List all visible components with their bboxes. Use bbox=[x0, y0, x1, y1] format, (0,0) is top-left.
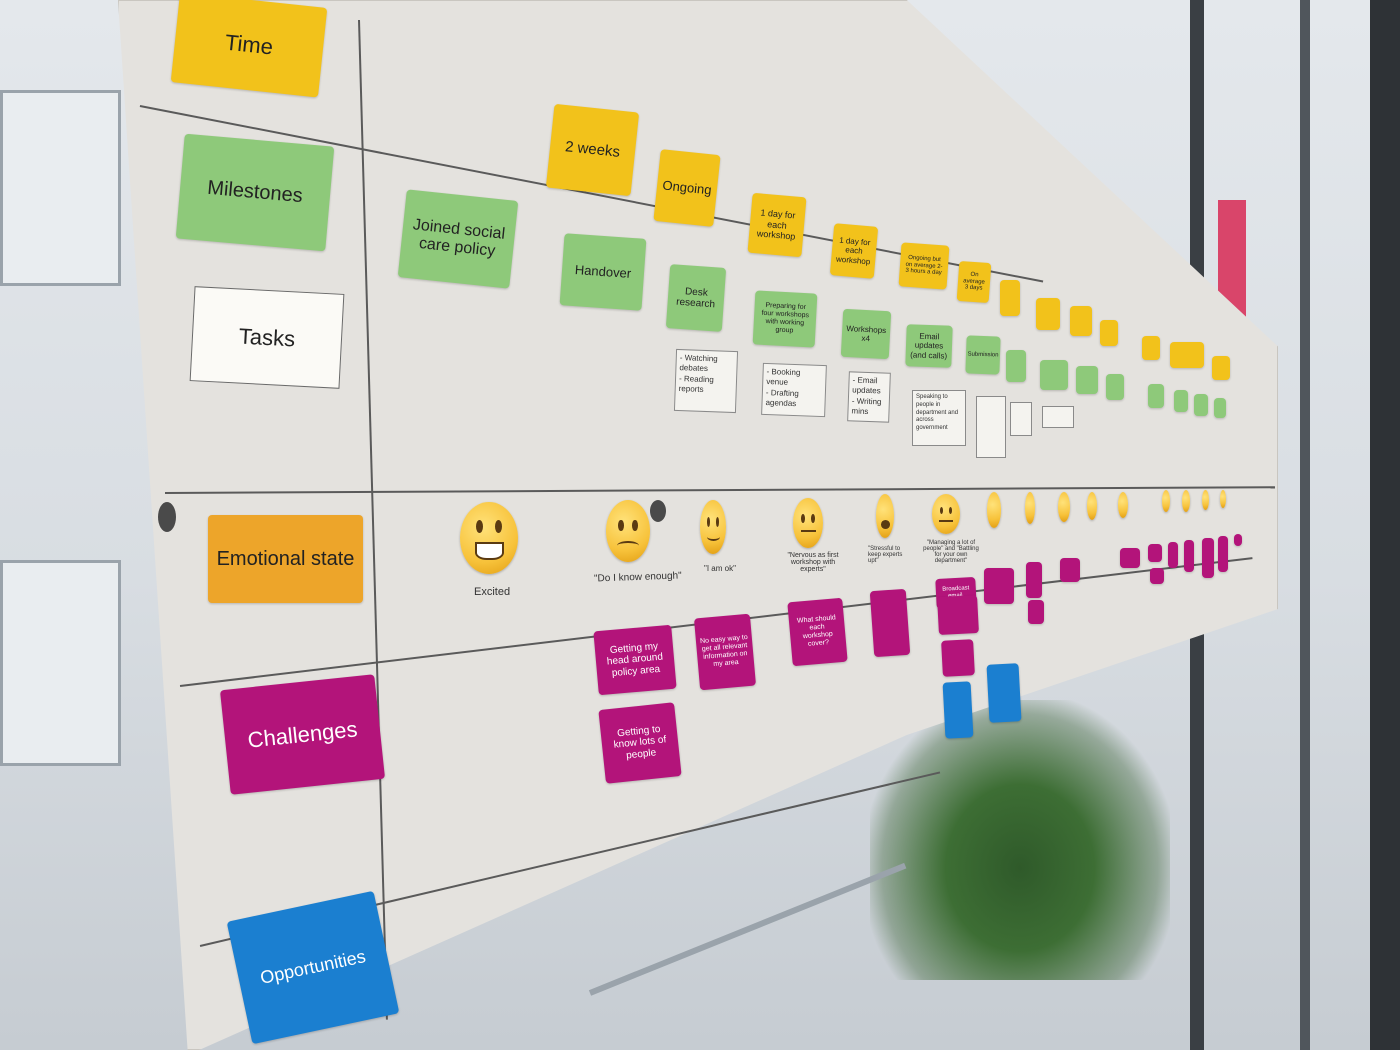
opportunity-note bbox=[986, 663, 1022, 723]
time-note: On average 3 days bbox=[956, 260, 992, 304]
neutral-face-icon bbox=[1087, 492, 1097, 520]
challenge-note bbox=[1184, 540, 1194, 572]
task-detail-card bbox=[1010, 402, 1032, 436]
row-label-emotional-state: Emotional state bbox=[208, 515, 363, 603]
task-note bbox=[1006, 350, 1026, 382]
task-note: Email updates (and calls) bbox=[905, 324, 953, 368]
time-note: 1 day for each workshop bbox=[747, 192, 807, 258]
challenge-note bbox=[1060, 558, 1080, 582]
time-note bbox=[1000, 280, 1020, 316]
challenge-note bbox=[937, 594, 979, 636]
time-note: 2 weeks bbox=[545, 103, 640, 197]
task-detail-card bbox=[1042, 406, 1074, 428]
task-note bbox=[1214, 398, 1226, 418]
time-note bbox=[1170, 342, 1204, 368]
row-label-time: Time bbox=[170, 0, 328, 98]
time-note bbox=[1100, 320, 1118, 346]
task-note: Submission bbox=[965, 335, 1001, 375]
task-detail-card bbox=[976, 396, 1006, 458]
worried-face-icon bbox=[606, 500, 650, 562]
challenge-note: What should each workshop cover? bbox=[787, 597, 848, 667]
emotion-caption: "Managing a lot of people" and "Battling… bbox=[923, 540, 979, 564]
challenge-note bbox=[1218, 536, 1228, 572]
task-note: Workshops x4 bbox=[840, 308, 892, 360]
time-note: Ongoing but on average 2-3 hours a day bbox=[898, 242, 950, 290]
emotion-caption: "Nervous as first workshop with experts" bbox=[787, 552, 839, 573]
challenge-note bbox=[1028, 600, 1044, 624]
neutral-face-icon bbox=[1162, 490, 1170, 512]
neutral-face-icon bbox=[987, 492, 1001, 528]
task-note bbox=[1040, 360, 1068, 390]
neutral-face-icon bbox=[932, 494, 960, 534]
challenge-note bbox=[1202, 538, 1214, 578]
challenge-note: No easy way to get all relevant informat… bbox=[693, 613, 757, 691]
challenge-note: Getting my head around policy area bbox=[593, 624, 677, 696]
row-label-milestones: Milestones bbox=[175, 133, 335, 252]
milestone-note: Handover bbox=[559, 233, 647, 311]
emotion-caption: Excited bbox=[474, 586, 511, 598]
background-panel bbox=[0, 560, 121, 766]
challenge-note bbox=[1234, 534, 1242, 546]
challenge-note bbox=[941, 639, 975, 677]
time-note bbox=[1212, 356, 1230, 380]
tired-face-icon bbox=[876, 494, 894, 538]
challenge-note: Getting to know lots of people bbox=[598, 702, 682, 784]
challenge-note bbox=[984, 568, 1014, 604]
background-panel bbox=[0, 90, 121, 286]
row-label-challenges: Challenges bbox=[219, 674, 386, 795]
time-note bbox=[1070, 306, 1092, 336]
slight-smile-face-icon bbox=[700, 500, 726, 554]
neutral-face-icon bbox=[1118, 492, 1128, 518]
pin-icon bbox=[158, 502, 176, 532]
task-note bbox=[1194, 394, 1208, 416]
task-note bbox=[1076, 366, 1098, 394]
task-detail-card: - Watching debates - Reading reports bbox=[673, 348, 739, 414]
task-note bbox=[1148, 384, 1164, 408]
emotion-caption: "Stressful to keep experts upt" bbox=[868, 546, 903, 564]
task-detail-card: - Booking venue - Drafting agendas bbox=[761, 362, 827, 418]
time-note bbox=[1036, 298, 1060, 330]
neutral-face-icon bbox=[1202, 490, 1209, 510]
time-note: Ongoing bbox=[653, 149, 721, 227]
row-label-tasks: Tasks bbox=[189, 286, 345, 389]
window-frame bbox=[1370, 0, 1400, 1050]
task-detail-card: - Email updates - Writing mins bbox=[847, 371, 891, 423]
task-detail-card: Speaking to people in department and acr… bbox=[912, 390, 966, 446]
background-plant bbox=[870, 700, 1170, 980]
neutral-face-icon bbox=[793, 498, 823, 548]
window-frame bbox=[1300, 0, 1310, 1050]
challenge-note bbox=[1150, 568, 1164, 584]
challenge-note bbox=[1026, 562, 1042, 598]
challenge-note bbox=[869, 588, 911, 658]
opportunity-note bbox=[942, 681, 974, 739]
milestone-note: Joined social care policy bbox=[397, 189, 519, 289]
emotion-caption: "I am ok" bbox=[704, 564, 736, 573]
task-note bbox=[1106, 374, 1124, 400]
excited-face-icon bbox=[460, 502, 518, 574]
neutral-face-icon bbox=[1220, 490, 1226, 508]
task-note bbox=[1174, 390, 1188, 412]
task-note: Preparing for four workshops with workin… bbox=[752, 290, 818, 348]
challenge-note bbox=[1168, 542, 1178, 568]
pin-icon bbox=[650, 500, 666, 522]
task-note: Desk research bbox=[665, 264, 727, 332]
challenge-note bbox=[1148, 544, 1162, 562]
neutral-face-icon bbox=[1058, 492, 1070, 522]
neutral-face-icon bbox=[1182, 490, 1190, 512]
time-note bbox=[1142, 336, 1160, 360]
neutral-face-icon bbox=[1025, 492, 1035, 524]
challenge-note bbox=[1120, 548, 1140, 568]
time-note: 1 day for each workshop bbox=[829, 223, 879, 279]
